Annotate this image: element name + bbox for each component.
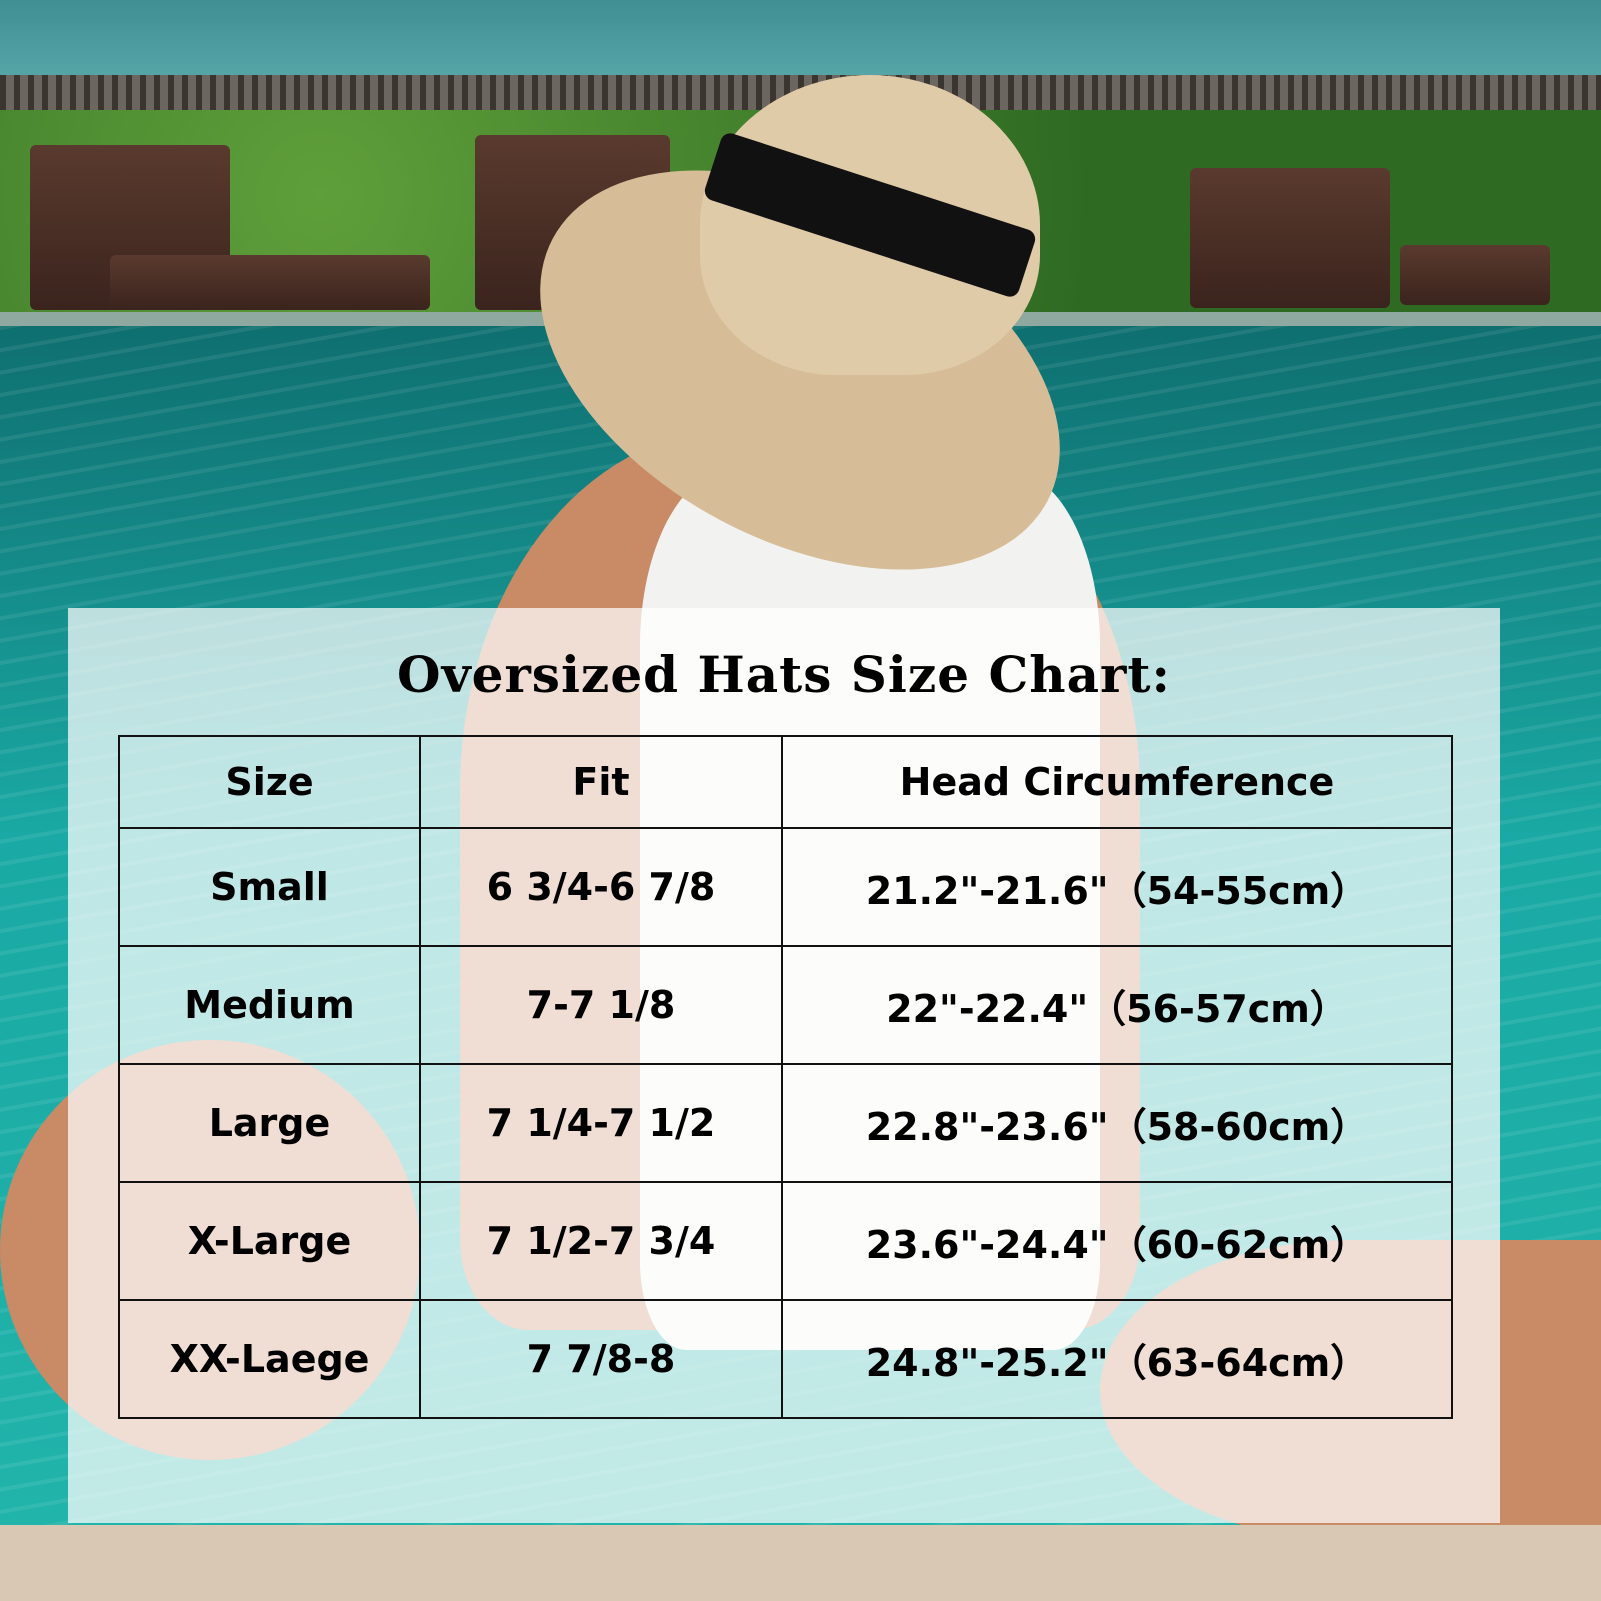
fit-cell: 6 3/4-6 7/8 [419,827,783,947]
size-cell: X-Large [118,1181,421,1301]
size-cell: XX-Laege [118,1299,421,1419]
chart-title: Oversized Hats Size Chart: [397,645,1171,704]
table-row: X-Large 7 1/2-7 3/4 23.6"-24.4"（60-62cm） [118,1181,1453,1301]
fit-cell: 7 1/2-7 3/4 [419,1181,783,1301]
table-row: Medium 7-7 1/8 22"-22.4"（56-57cm） [118,945,1453,1065]
circumference-cell: 21.2"-21.6"（54-55cm） [781,827,1453,947]
lounger [110,255,430,310]
sea [0,0,1601,85]
size-cell: Large [118,1063,421,1183]
header-head-circumference: Head Circumference [781,735,1453,829]
size-cell: Small [118,827,421,947]
fit-cell: 7 7/8-8 [419,1299,783,1419]
lounger [1190,168,1390,308]
pool-deck [0,1525,1601,1601]
circumference-cell: 22"-22.4"（56-57cm） [781,945,1453,1065]
circumference-cell: 22.8"-23.6"（58-60cm） [781,1063,1453,1183]
circumference-cell: 24.8"-25.2"（63-64cm） [781,1299,1453,1419]
size-cell: Medium [118,945,421,1065]
fit-cell: 7 1/4-7 1/2 [419,1063,783,1183]
table-header-row: Size Fit Head Circumference [118,735,1453,829]
table-row: Small 6 3/4-6 7/8 21.2"-21.6"（54-55cm） [118,827,1453,947]
size-chart-table: Size Fit Head Circumference Small 6 3/4-… [118,735,1453,1419]
fit-cell: 7-7 1/8 [419,945,783,1065]
circumference-cell: 23.6"-24.4"（60-62cm） [781,1181,1453,1301]
lounger [1400,245,1550,305]
table-row: Large 7 1/4-7 1/2 22.8"-23.6"（58-60cm） [118,1063,1453,1183]
table-row: XX-Laege 7 7/8-8 24.8"-25.2"（63-64cm） [118,1299,1453,1419]
header-size: Size [118,735,421,829]
header-fit: Fit [419,735,783,829]
